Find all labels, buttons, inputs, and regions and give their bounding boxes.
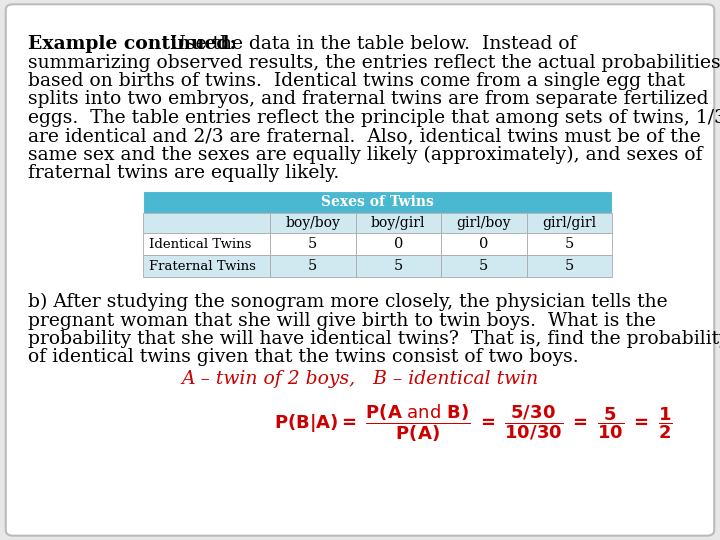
Bar — [526, 213, 612, 233]
Text: fraternal twins are equally likely.: fraternal twins are equally likely. — [28, 165, 339, 183]
Bar — [143, 213, 270, 233]
Text: 5: 5 — [564, 259, 574, 273]
Text: boy/boy: boy/boy — [285, 216, 340, 230]
Text: Fraternal Twins: Fraternal Twins — [149, 260, 256, 273]
Bar — [143, 255, 270, 277]
Text: 5: 5 — [479, 259, 488, 273]
Text: b) After studying the sonogram more closely, the physician tells the: b) After studying the sonogram more clos… — [28, 293, 667, 311]
Text: probability that she will have identical twins?  That is, find the probability: probability that she will have identical… — [28, 330, 720, 348]
Text: splits into two embryos, and fraternal twins are from separate fertilized: splits into two embryos, and fraternal t… — [28, 91, 708, 109]
Bar — [270, 255, 356, 277]
Bar — [441, 255, 526, 277]
Bar — [270, 213, 356, 233]
Text: Identical Twins: Identical Twins — [149, 238, 251, 251]
Text: $\mathbf{P(B|A) =}$ $\mathbf{\dfrac{P(A\ \mathrm{and}\ B)}{P(A)}}$ $\mathbf{=\ \: $\mathbf{P(B|A) =}$ $\mathbf{\dfrac{P(A\… — [274, 402, 672, 444]
Text: Sexes of Twins: Sexes of Twins — [321, 195, 434, 209]
Text: based on births of twins.  Identical twins come from a single egg that: based on births of twins. Identical twin… — [28, 72, 685, 90]
Text: same sex and the sexes are equally likely (approximately), and sexes of: same sex and the sexes are equally likel… — [28, 146, 703, 164]
Text: Example continued:: Example continued: — [28, 35, 236, 53]
Text: girl/boy: girl/boy — [456, 216, 511, 230]
Text: 5: 5 — [394, 259, 403, 273]
Bar — [270, 233, 356, 255]
Text: 0: 0 — [479, 237, 488, 251]
Text: eggs.  The table entries reflect the principle that among sets of twins, 1/3: eggs. The table entries reflect the prin… — [28, 109, 720, 127]
Text: 5: 5 — [308, 259, 318, 273]
Bar — [441, 233, 526, 255]
Bar — [143, 191, 612, 213]
Text: of identical twins given that the twins consist of two boys.: of identical twins given that the twins … — [28, 348, 579, 367]
Text: 5: 5 — [564, 237, 574, 251]
Text: summarizing observed results, the entries reflect the actual probabilities: summarizing observed results, the entrie… — [28, 53, 720, 71]
Bar — [143, 233, 270, 255]
Text: girl/girl: girl/girl — [542, 216, 596, 230]
Text: 0: 0 — [394, 237, 403, 251]
Text: A – twin of 2 boys,   B – identical twin: A – twin of 2 boys, B – identical twin — [181, 370, 539, 388]
Bar — [356, 255, 441, 277]
Bar — [356, 233, 441, 255]
Text: Use the data in the table below.  Instead of: Use the data in the table below. Instead… — [164, 35, 577, 53]
Text: boy/girl: boy/girl — [371, 216, 426, 230]
Bar — [526, 233, 612, 255]
Text: 5: 5 — [308, 237, 318, 251]
Text: pregnant woman that she will give birth to twin boys.  What is the: pregnant woman that she will give birth … — [28, 312, 656, 329]
Bar — [526, 255, 612, 277]
Bar — [356, 213, 441, 233]
FancyBboxPatch shape — [6, 4, 714, 536]
Text: are identical and 2/3 are fraternal.  Also, identical twins must be of the: are identical and 2/3 are fraternal. Als… — [28, 127, 701, 145]
Bar — [441, 213, 526, 233]
